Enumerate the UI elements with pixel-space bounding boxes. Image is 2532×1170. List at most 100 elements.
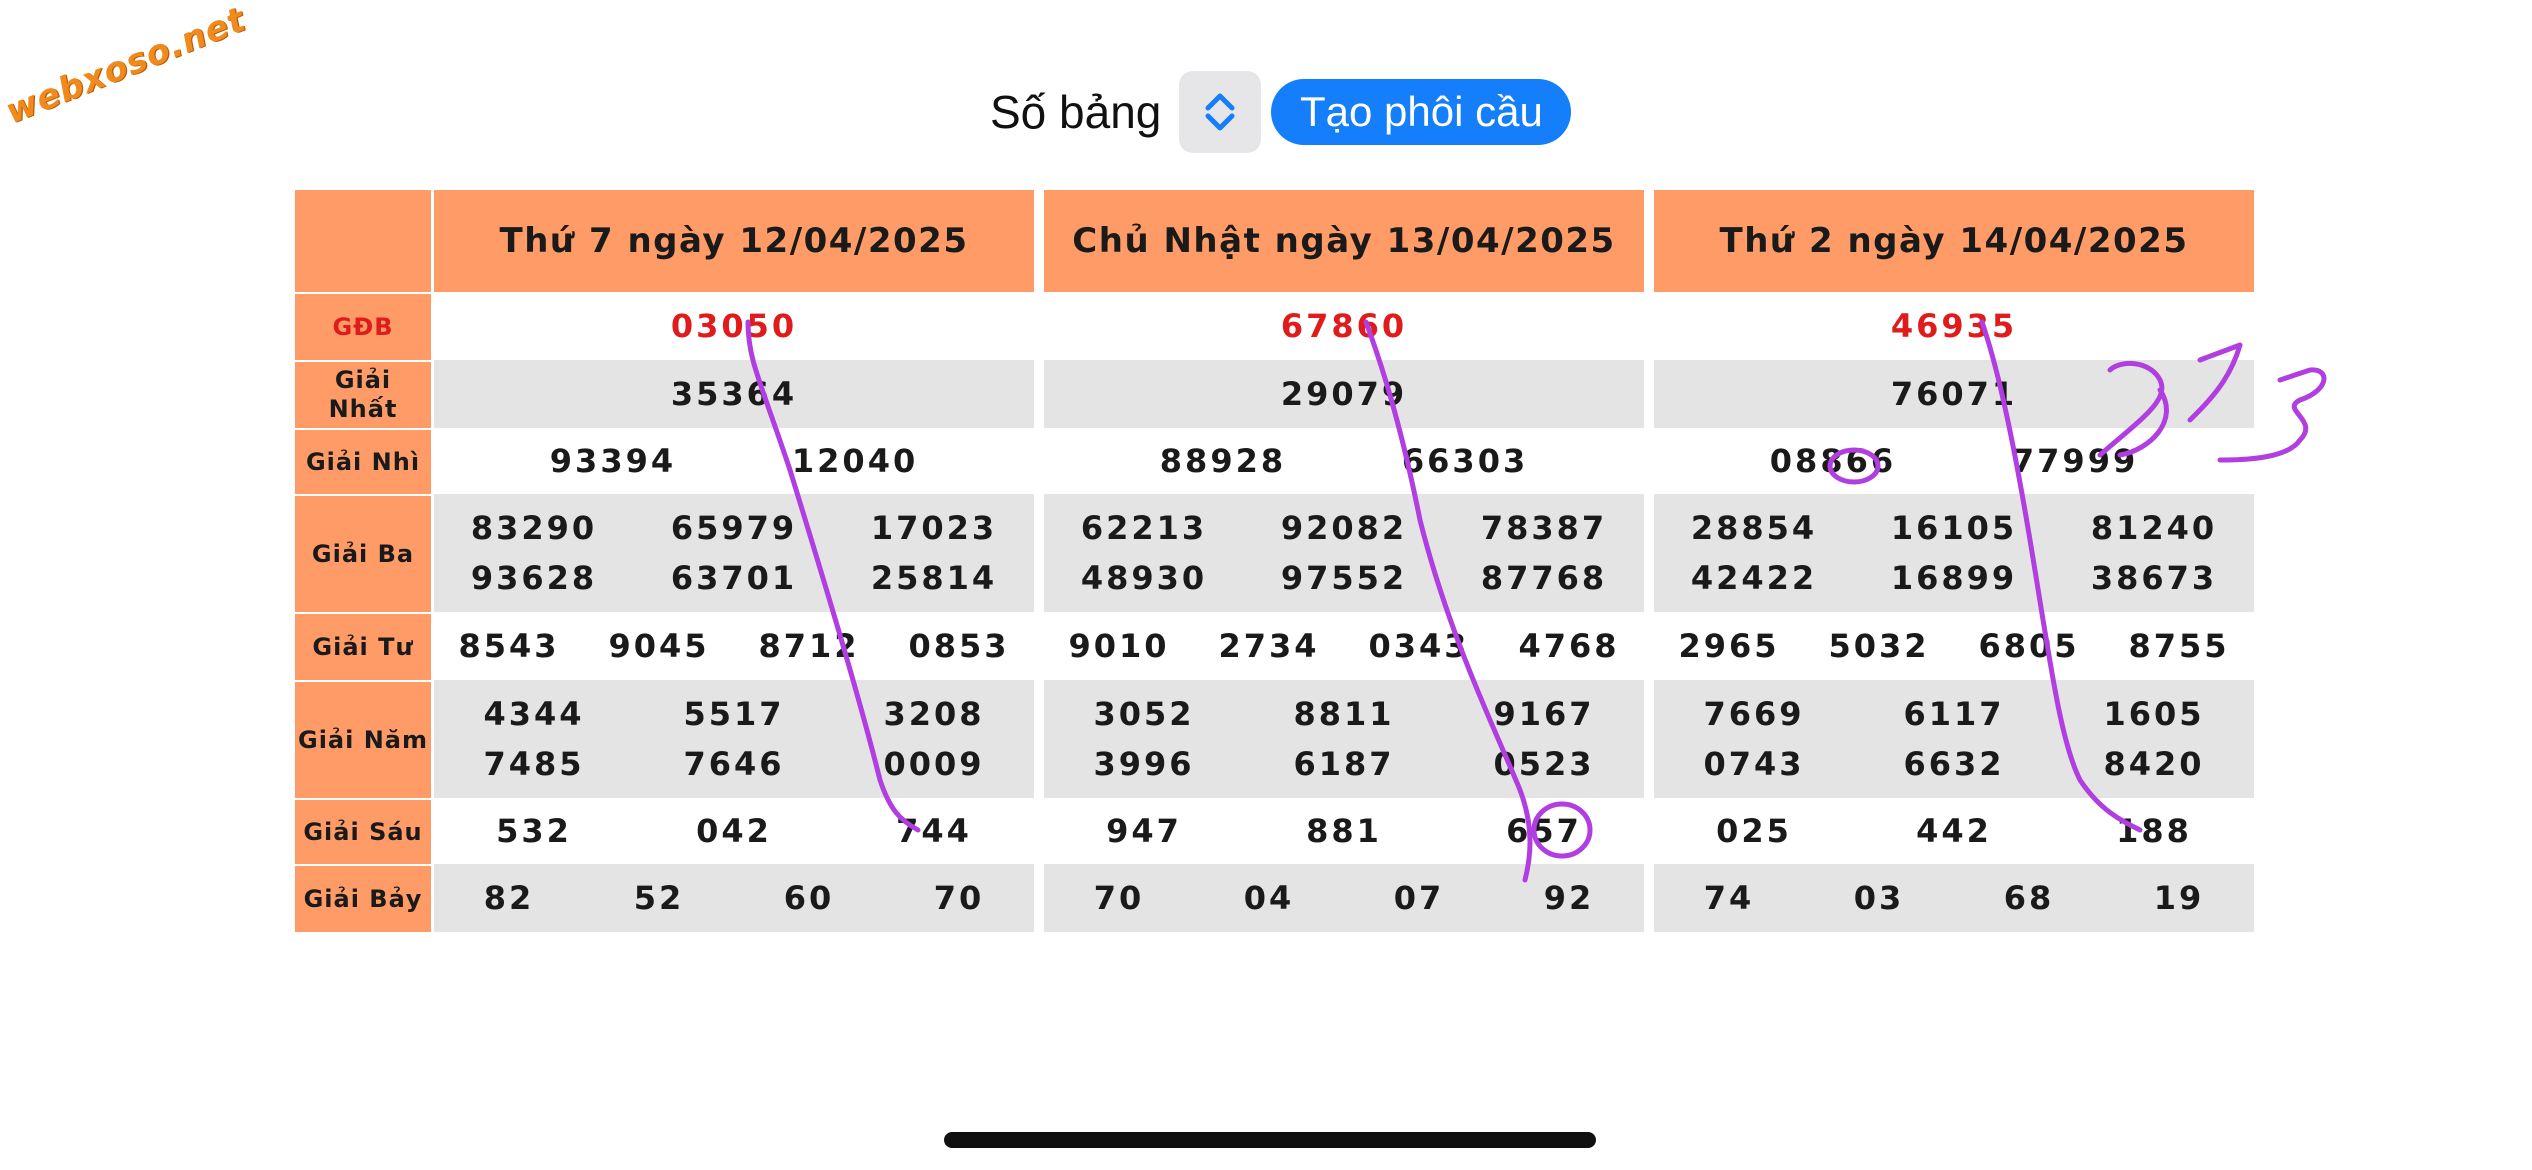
prize-number: 62213 [1080, 509, 1208, 547]
prize-number: 88928 [1159, 442, 1287, 480]
create-pattern-button[interactable]: Tạo phôi cầu [1271, 79, 1572, 145]
prize-number: 93628 [470, 559, 598, 597]
home-indicator[interactable] [944, 1132, 1596, 1148]
prize-number: 52 [633, 879, 685, 917]
number-line: 3052 8811 9167 [1044, 689, 1644, 739]
prize-number: 0853 [908, 627, 1010, 665]
prize-number: 92 [1543, 879, 1595, 917]
table-count-stepper[interactable] [1179, 71, 1262, 153]
lottery-results-table: GĐB Giải Nhất Giải Nhì Giải Ba Giải Tư Giải N… [295, 190, 2255, 932]
prize-number: 42422 [1690, 559, 1818, 597]
number-line: 42422 16899 38673 [1654, 553, 2254, 603]
prize-number: 6117 [1903, 695, 2005, 733]
number-line: 7485 7646 0009 [434, 739, 1034, 789]
prize-number: 97552 [1280, 559, 1408, 597]
sixth-prize-cell: 532 042 744 [434, 798, 1034, 864]
second-prize-cell: 93394 12040 [434, 428, 1034, 494]
number-line: 82 52 60 70 [434, 873, 1034, 923]
prize-number: 17023 [870, 509, 998, 547]
prize-number: 8755 [2128, 627, 2230, 665]
prize-number: 5032 [1828, 627, 1930, 665]
prize-number: 25814 [870, 559, 998, 597]
number-line: 67860 [1044, 301, 1644, 351]
prize-number: 12040 [791, 442, 919, 480]
second-prize-cell: 88928 66303 [1044, 428, 1644, 494]
prize-number: 68 [2003, 879, 2055, 917]
prize-number: 03050 [670, 307, 798, 345]
prize-number: 442 [1916, 812, 1992, 850]
second-prize-cell: 08866 77999 [1654, 428, 2254, 494]
first-prize-cell: 76071 [1654, 360, 2254, 428]
prize-number: 0009 [883, 745, 985, 783]
day-column-header: Thứ 7 ngày 12/04/2025 [434, 190, 1034, 292]
number-line: 9010 2734 0343 4768 [1044, 621, 1644, 671]
prize-number: 188 [2116, 812, 2192, 850]
prize-number: 2965 [1678, 627, 1780, 665]
day-column-header: Chủ Nhật ngày 13/04/2025 [1044, 190, 1644, 292]
prize-number: 7646 [683, 745, 785, 783]
number-line: 08866 77999 [1654, 436, 2254, 486]
first-prize-cell: 29079 [1044, 360, 1644, 428]
prize-number: 881 [1306, 812, 1382, 850]
number-line: 03050 [434, 301, 1034, 351]
prize-number: 744 [896, 812, 972, 850]
prize-number: 8712 [758, 627, 860, 665]
number-line: 7669 6117 1605 [1654, 689, 2254, 739]
number-line: 93628 63701 25814 [434, 553, 1034, 603]
prize-number: 63701 [670, 559, 798, 597]
number-line: 8543 9045 8712 0853 [434, 621, 1034, 671]
number-line: 70 04 07 92 [1044, 873, 1644, 923]
seventh-prize-cell: 70 04 07 92 [1044, 864, 1644, 932]
prize-number: 532 [496, 812, 572, 850]
special-prize-cell: 03050 [434, 292, 1034, 360]
controls-bar: Số bảng Tạo phôi cầu [990, 71, 1572, 153]
sixth-prize-cell: 025 442 188 [1654, 798, 2254, 864]
prize-number: 07 [1393, 879, 1445, 917]
prize-number: 1605 [2103, 695, 2205, 733]
prize-number: 48930 [1080, 559, 1208, 597]
row-label-sixth-prize: Giải Sáu [295, 798, 431, 864]
prize-number: 7669 [1703, 695, 1805, 733]
number-line: 46935 [1654, 301, 2254, 351]
prize-number: 60 [783, 879, 835, 917]
number-line: 4344 5517 3208 [434, 689, 1034, 739]
prize-number: 67860 [1280, 307, 1408, 345]
prize-number: 0343 [1368, 627, 1470, 665]
prize-number: 03 [1853, 879, 1905, 917]
number-line: 48930 97552 87768 [1044, 553, 1644, 603]
prize-number: 9010 [1068, 627, 1170, 665]
prize-number: 35364 [670, 375, 798, 413]
seventh-prize-cell: 82 52 60 70 [434, 864, 1034, 932]
third-prize-cell: 83290 65979 17023 93628 63701 25814 [434, 494, 1034, 612]
number-line: 76071 [1654, 369, 2254, 419]
prize-number: 76071 [1890, 375, 2018, 413]
prize-number: 947 [1106, 812, 1182, 850]
prize-number: 6632 [1903, 745, 2005, 783]
number-line: 74 03 68 19 [1654, 873, 2254, 923]
special-prize-cell: 46935 [1654, 292, 2254, 360]
prize-number: 6805 [1978, 627, 2080, 665]
number-line: 0743 6632 8420 [1654, 739, 2254, 789]
seventh-prize-cell: 74 03 68 19 [1654, 864, 2254, 932]
fifth-prize-cell: 4344 5517 3208 7485 7646 0009 [434, 680, 1034, 798]
sixth-prize-cell: 947 881 657 [1044, 798, 1644, 864]
prize-number: 16899 [1890, 559, 2018, 597]
prize-number: 0523 [1493, 745, 1595, 783]
prize-number: 66303 [1401, 442, 1529, 480]
number-line: 025 442 188 [1654, 806, 2254, 856]
prize-number: 5517 [683, 695, 785, 733]
prize-number: 8811 [1293, 695, 1395, 733]
prize-number: 042 [696, 812, 772, 850]
number-line: 3996 6187 0523 [1044, 739, 1644, 789]
third-prize-cell: 62213 92082 78387 48930 97552 87768 [1044, 494, 1644, 612]
prize-number: 28854 [1690, 509, 1818, 547]
prize-number: 3052 [1093, 695, 1195, 733]
day-column: Chủ Nhật ngày 13/04/2025 67860 29079 88928 6… [1044, 190, 1644, 932]
prize-number: 38673 [2090, 559, 2218, 597]
prize-number: 65979 [670, 509, 798, 547]
fourth-prize-cell: 9010 2734 0343 4768 [1044, 612, 1644, 680]
special-prize-cell: 67860 [1044, 292, 1644, 360]
row-label-special-prize: GĐB [295, 292, 431, 360]
row-label-fifth-prize: Giải Năm [295, 680, 431, 798]
prize-number: 0743 [1703, 745, 1805, 783]
